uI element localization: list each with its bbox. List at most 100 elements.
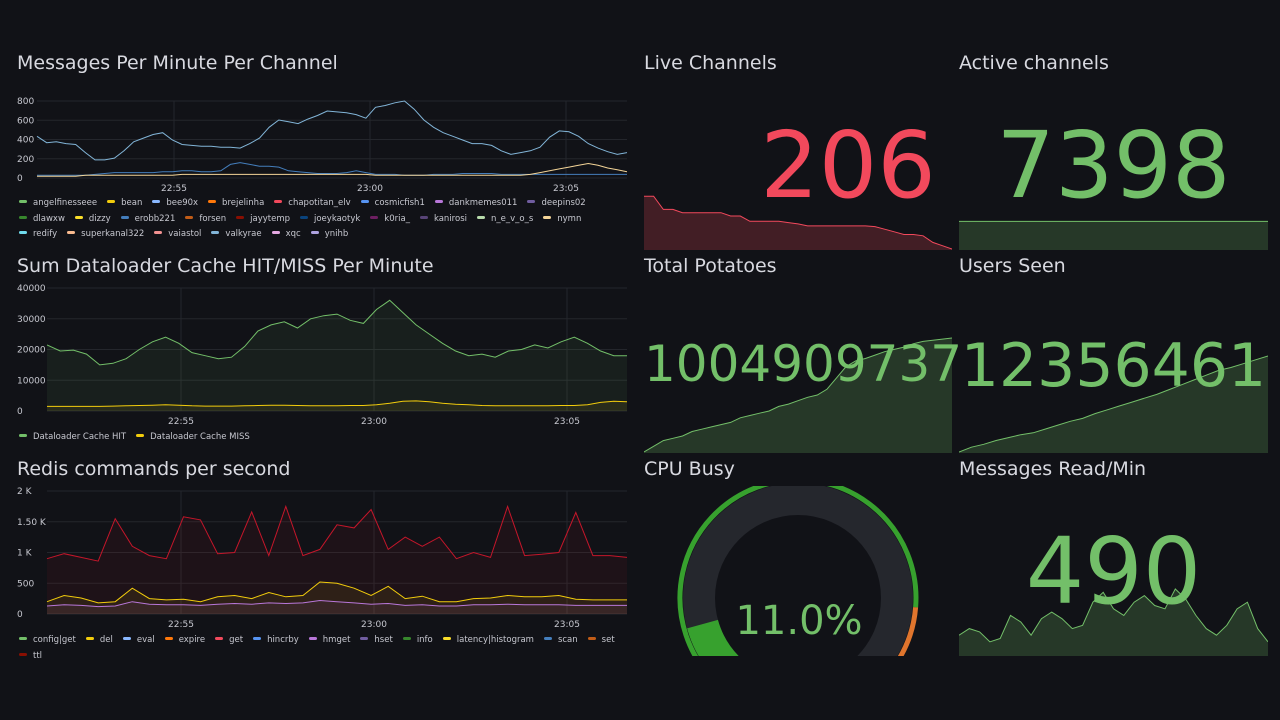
- legend-swatch: [152, 200, 161, 203]
- legend-swatch: [308, 637, 317, 640]
- messages-legend-item[interactable]: ynihb: [310, 227, 349, 243]
- gauge-track: [683, 486, 913, 656]
- messages-legend-item[interactable]: vaiastol: [154, 227, 201, 243]
- cpu-busy-title[interactable]: CPU Busy: [644, 458, 735, 480]
- redis-legend-item[interactable]: set: [587, 633, 615, 649]
- messages-legend-item[interactable]: chapotitan_elv: [274, 196, 351, 212]
- series-line[interactable]: [36, 100, 628, 161]
- series-line[interactable]: [47, 400, 628, 407]
- messages-legend-item[interactable]: erobb221: [120, 212, 175, 228]
- cache-panel-title[interactable]: Sum Dataloader Cache HIT/MISS Per Minute: [17, 255, 434, 277]
- messages-legend-item[interactable]: angelfinesseee: [19, 196, 97, 212]
- legend-swatch: [211, 231, 220, 234]
- messages-legend-item[interactable]: dankmemes011: [434, 196, 517, 212]
- redis-panel-title[interactable]: Redis commands per second: [17, 458, 291, 480]
- messages-legend-item[interactable]: bee90x: [152, 196, 198, 212]
- messages-legend-item[interactable]: nymn: [543, 212, 581, 228]
- total-potatoes-title[interactable]: Total Potatoes: [644, 255, 777, 277]
- legend-label: forsen: [199, 213, 227, 224]
- messages-legend-item[interactable]: k0ria_: [370, 212, 410, 228]
- y-tick-label: 1 K: [17, 549, 33, 559]
- legend-swatch: [543, 215, 552, 219]
- redis-legend-item[interactable]: hset: [360, 633, 393, 649]
- y-tick-label: 800: [17, 97, 34, 107]
- legend-label: Dataloader Cache MISS: [150, 432, 250, 442]
- y-tick-label: 10000: [17, 376, 46, 386]
- redis-legend-item[interactable]: ttl: [19, 649, 42, 665]
- redis-legend-item[interactable]: info: [402, 633, 433, 649]
- series-area: [47, 582, 627, 614]
- redis-legend-item[interactable]: scan: [543, 633, 578, 649]
- legend-swatch: [300, 215, 308, 219]
- legend-label: valkyrae: [225, 229, 262, 239]
- legend-label: dlawxw: [33, 213, 65, 224]
- messages-legend-item[interactable]: valkyrae: [211, 227, 262, 243]
- sparkline-area: [959, 221, 1268, 250]
- legend-label: eval: [136, 635, 155, 645]
- messages-legend-item[interactable]: jayytemp: [236, 212, 290, 228]
- messages-legend-item[interactable]: dizzy: [74, 212, 111, 228]
- total-potatoes-value: 1004909737: [644, 335, 963, 393]
- x-tick-label: 23:05: [554, 620, 580, 630]
- sparkline-area: [644, 196, 952, 250]
- series-line[interactable]: [46, 299, 627, 366]
- redis-legend: config|get del eval expire get hincrby hmget hs…: [19, 633, 629, 664]
- x-tick-label: 23:00: [361, 417, 387, 427]
- messages-legend-item[interactable]: kanirosi: [419, 212, 467, 228]
- series-line[interactable]: [46, 599, 627, 608]
- active-channels-title[interactable]: Active channels: [959, 52, 1109, 74]
- messages-legend-item[interactable]: cosmicfish1: [360, 196, 425, 212]
- legend-label: superkanal322: [81, 229, 145, 239]
- redis-legend-item[interactable]: config|get: [19, 633, 76, 649]
- x-tick-label: 23:05: [553, 184, 579, 194]
- legend-swatch: [370, 215, 379, 219]
- cache-legend-item[interactable]: Dataloader Cache MISS: [136, 430, 250, 446]
- x-tick-label: 22:55: [168, 417, 194, 427]
- legend-swatch: [19, 200, 27, 203]
- cache-legend-item[interactable]: Dataloader Cache HIT: [19, 430, 126, 446]
- messages-legend-item[interactable]: n_e_v_o_s: [476, 212, 533, 228]
- messages-legend-item[interactable]: joeykaotyk: [300, 212, 360, 228]
- series-line[interactable]: [46, 581, 627, 604]
- messages-legend-item[interactable]: redify: [19, 227, 57, 243]
- series-line[interactable]: [37, 162, 627, 176]
- redis-legend-item[interactable]: hmget: [308, 633, 350, 649]
- messages-legend-item[interactable]: deepins02: [527, 196, 586, 212]
- messages-read-title[interactable]: Messages Read/Min: [959, 458, 1147, 480]
- redis-legend-item[interactable]: hincrby: [253, 633, 299, 649]
- messages-legend-item[interactable]: dlawxw: [19, 212, 65, 228]
- cache-chart[interactable]: 40000 30000 20000 10000 0 22:55 23:00 23:05: [17, 283, 629, 433]
- legend-label: ynihb: [324, 229, 349, 239]
- messages-legend-item[interactable]: xqc: [271, 227, 301, 243]
- redis-legend-item[interactable]: del: [85, 633, 113, 649]
- series-area: [47, 300, 627, 411]
- redis-legend-item[interactable]: eval: [122, 633, 155, 649]
- messages-legend-item[interactable]: brejelinha: [208, 196, 264, 212]
- legend-swatch: [19, 637, 27, 640]
- series-line[interactable]: [37, 162, 628, 177]
- series-line[interactable]: [46, 504, 628, 562]
- messages-legend-item[interactable]: forsen: [185, 212, 226, 228]
- messages-legend-item[interactable]: bean: [107, 196, 142, 212]
- redis-legend-item[interactable]: get: [215, 633, 243, 649]
- messages-panel-title[interactable]: Messages Per Minute Per Channel: [17, 52, 338, 74]
- messages-legend-item[interactable]: superkanal322: [67, 227, 144, 243]
- legend-label: brejelinha: [222, 198, 265, 208]
- redis-chart[interactable]: 2 K 1.50 K 1 K 500 0 22:55 23:00 23:05: [17, 486, 629, 636]
- legend-label: info: [416, 635, 433, 645]
- legend-label: hset: [374, 635, 393, 645]
- cache-legend: Dataloader Cache HIT Dataloader Cache MIS…: [19, 430, 629, 446]
- cpu-busy-value: 11.0%: [735, 598, 863, 644]
- legend-swatch: [67, 231, 76, 234]
- y-tick-label: 1.50 K: [17, 518, 47, 528]
- users-seen-title[interactable]: Users Seen: [959, 255, 1066, 277]
- redis-legend-item[interactable]: expire: [164, 633, 205, 649]
- gauge-threshold-green: [677, 486, 919, 656]
- y-tick-label: 0: [17, 407, 23, 417]
- cpu-busy-gauge: [677, 486, 919, 656]
- live-channels-title[interactable]: Live Channels: [644, 52, 777, 74]
- redis-legend-item[interactable]: latency|histogram: [442, 633, 534, 649]
- sparkline-line: [959, 355, 1268, 453]
- messages-chart[interactable]: 800 600 400 200 0 22:55 23:00 23:05: [17, 92, 629, 242]
- legend-label: chapotitan_elv: [288, 198, 351, 208]
